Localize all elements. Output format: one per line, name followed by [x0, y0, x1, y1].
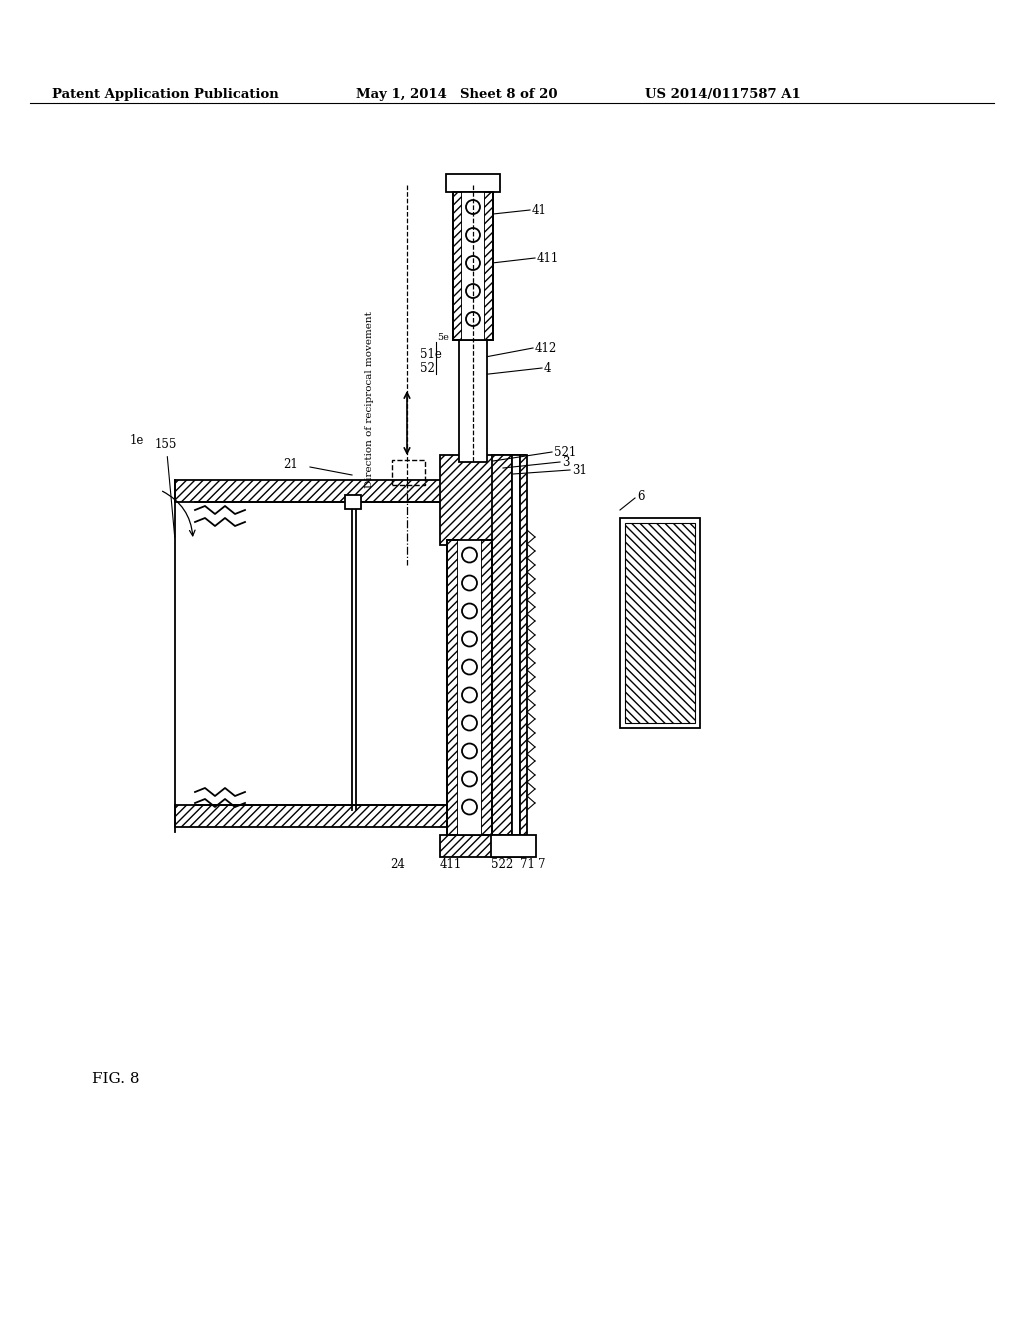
Text: US 2014/0117587 A1: US 2014/0117587 A1 — [645, 88, 801, 102]
Text: 21: 21 — [284, 458, 298, 470]
Text: 51e: 51e — [420, 348, 442, 362]
Text: 24: 24 — [390, 858, 404, 871]
Text: 4: 4 — [544, 362, 552, 375]
Bar — [462, 191, 484, 341]
Bar — [459, 341, 487, 462]
Text: May 1, 2014: May 1, 2014 — [356, 88, 446, 102]
Text: 31: 31 — [572, 463, 587, 477]
Bar — [490, 836, 536, 857]
Text: 411: 411 — [537, 252, 559, 264]
Bar — [481, 540, 492, 836]
Text: 41: 41 — [532, 203, 547, 216]
Text: 522: 522 — [490, 858, 513, 871]
Text: FIG. 8: FIG. 8 — [92, 1072, 139, 1086]
Bar — [392, 459, 425, 484]
Bar — [484, 191, 493, 341]
Text: 1e: 1e — [130, 433, 144, 446]
Bar — [453, 191, 462, 341]
Text: 7: 7 — [538, 858, 546, 871]
Text: 52: 52 — [420, 362, 435, 375]
Bar — [453, 191, 493, 341]
Bar — [447, 540, 492, 836]
Bar — [520, 455, 527, 836]
Text: Sheet 8 of 20: Sheet 8 of 20 — [460, 88, 557, 102]
Text: 3: 3 — [562, 455, 569, 469]
Bar — [440, 836, 525, 857]
Bar — [345, 495, 361, 510]
Bar — [175, 480, 460, 502]
Bar — [440, 455, 525, 545]
Bar — [625, 523, 695, 723]
Text: 6: 6 — [637, 490, 644, 503]
Text: 412: 412 — [535, 342, 557, 355]
Bar — [175, 805, 460, 828]
Bar — [446, 174, 500, 191]
Text: 155: 155 — [155, 438, 177, 537]
Text: Direction of reciprocal movement: Direction of reciprocal movement — [366, 312, 375, 488]
Text: 5e: 5e — [437, 333, 449, 342]
Text: 411: 411 — [440, 858, 462, 871]
Text: 71: 71 — [520, 858, 535, 871]
Bar — [492, 455, 512, 836]
Text: 521: 521 — [554, 446, 577, 458]
Bar — [620, 517, 700, 729]
Text: Patent Application Publication: Patent Application Publication — [52, 88, 279, 102]
Bar — [447, 540, 458, 836]
Bar — [458, 540, 481, 836]
Bar — [512, 455, 520, 836]
